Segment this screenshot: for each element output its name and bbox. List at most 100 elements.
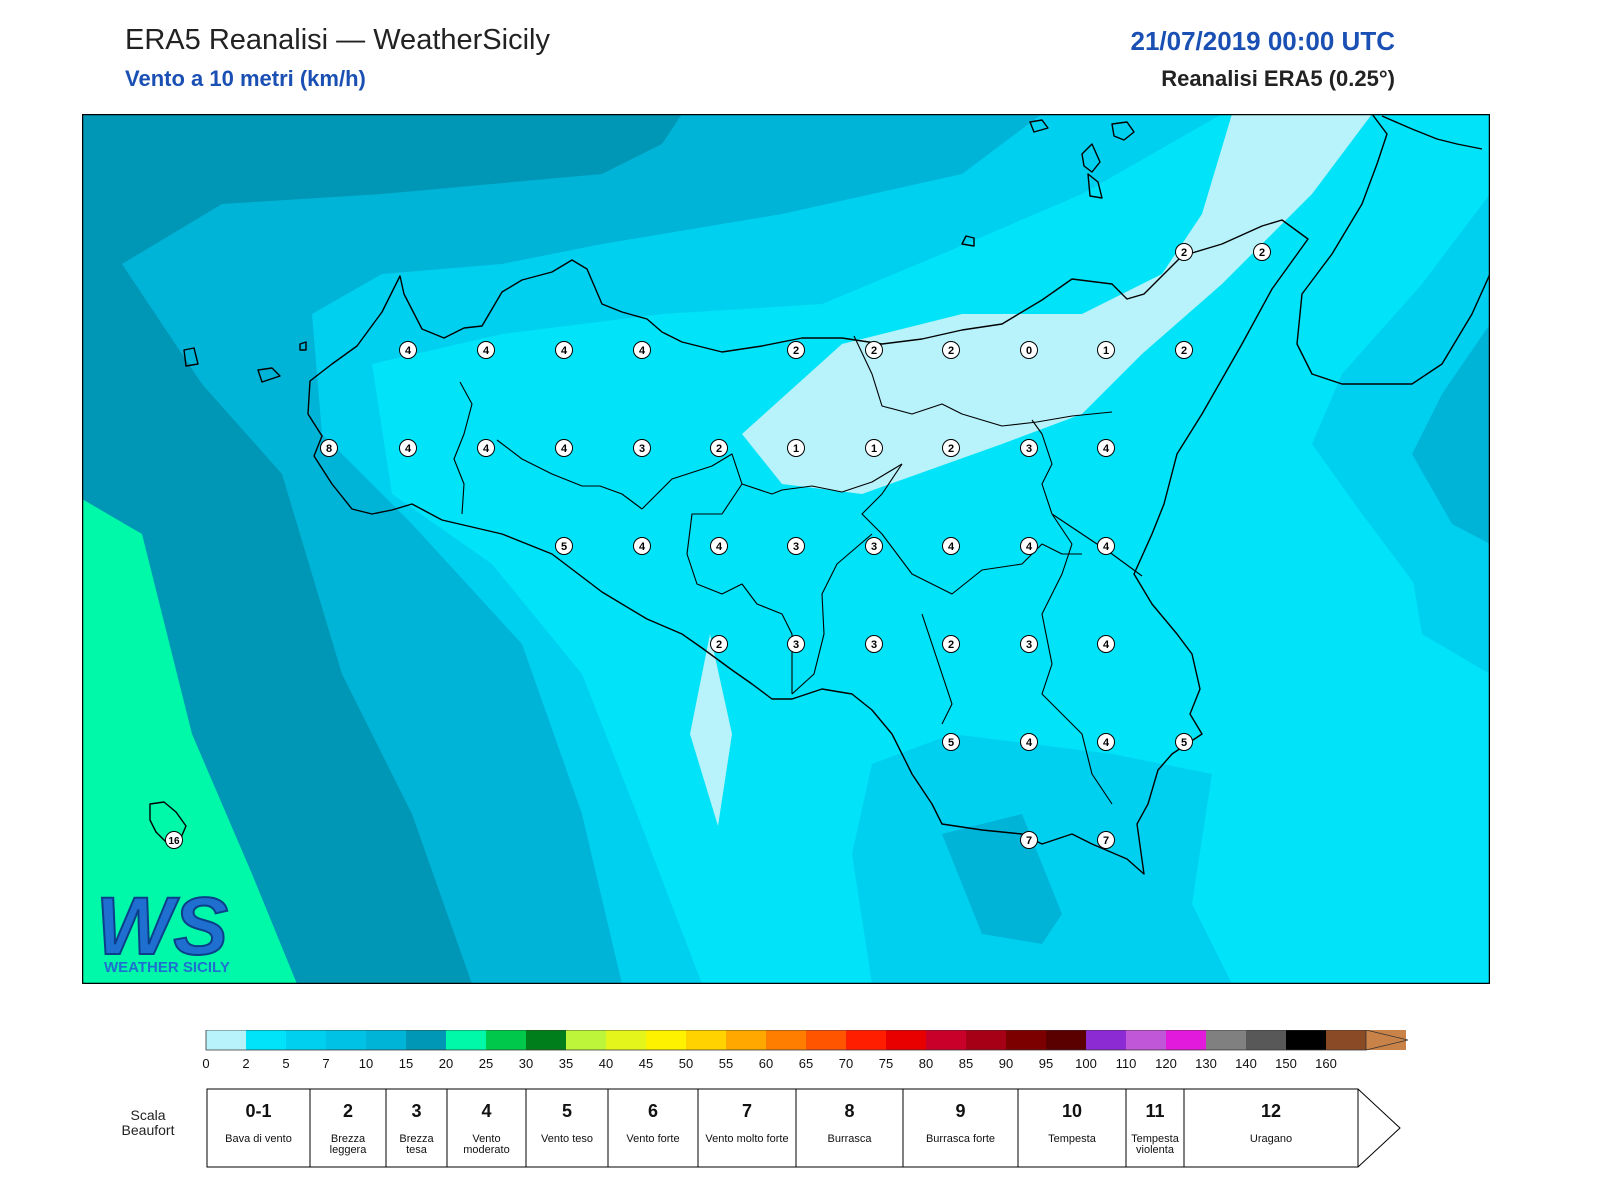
wind-marker-circle (633, 537, 651, 555)
wind-value-label: 4 (1103, 541, 1110, 553)
colorbar-swatch (286, 1030, 326, 1050)
wind-marker: 2 (942, 439, 960, 457)
colorbar-swatch (966, 1030, 1006, 1050)
wind-value-label: 2 (1181, 247, 1187, 259)
wind-marker: 7 (1020, 831, 1038, 849)
colorbar-tick-label: 45 (639, 1056, 653, 1071)
wind-value-label: 4 (639, 345, 646, 357)
colorbar: 0 2 5 7 10 15 20 25 30 35 40 45 50 55 60 65 70 75 80 85 90 95… (202, 1030, 1409, 1071)
wind-value-label: 2 (948, 345, 954, 357)
wind-value-label: 4 (483, 345, 490, 357)
colorbar-tick-label: 30 (519, 1056, 533, 1071)
beaufort-number: 12 (1260, 1101, 1282, 1121)
colorbar-swatch (446, 1030, 486, 1050)
wind-marker-circle (1020, 439, 1038, 457)
colorbar-swatch (366, 1030, 406, 1050)
wind-value-label: 1 (871, 443, 877, 455)
beaufort-description: Vento moderato (463, 1133, 510, 1156)
logo-text: WEATHER SICILY (104, 959, 230, 976)
beaufort-description: Vento molto forte (705, 1133, 789, 1145)
wind-marker-circle (1097, 733, 1115, 751)
colorbar-tick-label: 140 (1235, 1056, 1257, 1071)
colorbar-tick-label: 7 (322, 1056, 329, 1071)
colorbar-tick-label: 70 (839, 1056, 853, 1071)
colorbar-swatch (1046, 1030, 1086, 1050)
beaufort-number: 8 (844, 1101, 855, 1121)
wind-marker-circle (1097, 635, 1115, 653)
colorbar-swatch (566, 1030, 606, 1050)
colorbar-swatch (486, 1030, 526, 1050)
wind-value-label: 5 (561, 541, 567, 553)
wind-value-label: 3 (639, 443, 645, 455)
colorbar-swatch (1246, 1030, 1286, 1050)
wind-marker: 4 (942, 537, 960, 555)
colorbar-arrow (1365, 1030, 1409, 1051)
wind-marker: 0 (1020, 341, 1038, 359)
wind-marker: 4 (710, 537, 728, 555)
beaufort-description: Bava di vento (225, 1133, 292, 1145)
wind-value-markers: 4 4 4 4 2 2 2 0 1 28 4 4 4 3 2 1 1 2 3 45 4 4 3 3 4 4 42 3 3 2 3 45 4 4 57… (165, 243, 1271, 849)
colorbar-swatch (846, 1030, 886, 1050)
beaufort-description: Burrasca (827, 1133, 872, 1145)
wind-value-label: 5 (1181, 737, 1187, 749)
wind-marker: 2 (710, 439, 728, 457)
colorbar-swatch (1006, 1030, 1046, 1050)
wind-marker: 1 (787, 439, 805, 457)
wind-marker: 1 (865, 439, 883, 457)
wind-value-label: 3 (1026, 639, 1032, 651)
wind-value-label: 4 (1103, 737, 1110, 749)
wind-value-label: 4 (1103, 443, 1110, 455)
colorbar-swatch (926, 1030, 966, 1050)
wind-marker: 3 (865, 537, 883, 555)
colorbar-tick-label: 85 (959, 1056, 973, 1071)
wind-marker: 2 (865, 341, 883, 359)
colorbar-swatch (1126, 1030, 1166, 1050)
wind-marker-circle (787, 439, 805, 457)
beaufort-description: Tempesta (1048, 1133, 1096, 1145)
wind-marker: 3 (865, 635, 883, 653)
aeolian-island (1087, 173, 1103, 199)
wind-marker: 4 (1020, 733, 1038, 751)
wind-value-label: 4 (405, 345, 412, 357)
valid-datetime: 21/07/2019 00:00 UTC (1130, 26, 1395, 56)
wind-value-label: 16 (168, 836, 180, 847)
beaufort-number: 7 (741, 1101, 752, 1121)
wind-marker: 4 (633, 537, 651, 555)
colorbar-tick-label: 35 (559, 1056, 573, 1071)
wind-marker-circle (555, 537, 573, 555)
colorbar-tick-label: 75 (879, 1056, 893, 1071)
wind-marker: 3 (787, 635, 805, 653)
wind-marker: 16 (165, 831, 183, 849)
calabria-north-coast (1381, 115, 1483, 150)
wind-map: 4 4 4 4 2 2 2 0 1 28 4 4 4 3 2 1 1 2 3 45 4 4 3 3 4 4 42 3 3 2 3 45 4 4 57… (82, 114, 1490, 984)
wind-marker-circle (942, 635, 960, 653)
wind-speed-fill (82, 114, 1490, 984)
wind-value-label: 3 (1026, 443, 1032, 455)
wind-marker: 2 (1253, 243, 1271, 261)
colorbar-swatch (326, 1030, 366, 1050)
beaufort-number: 9 (955, 1101, 966, 1121)
wind-value-label: 7 (1103, 835, 1109, 847)
colorbar-tick-label: 25 (479, 1056, 493, 1071)
wind-marker: 4 (1097, 439, 1115, 457)
wind-marker-circle (1097, 341, 1115, 359)
wind-marker: 4 (399, 439, 417, 457)
colorbar-swatch (1086, 1030, 1126, 1050)
wind-marker: 3 (1020, 635, 1038, 653)
wind-marker: 5 (555, 537, 573, 555)
wind-marker-circle (555, 439, 573, 457)
wind-marker: 3 (1020, 439, 1038, 457)
wind-marker-circle (787, 635, 805, 653)
wind-value-label: 3 (871, 541, 877, 553)
wind-marker-circle (165, 831, 183, 849)
beaufort-number: 6 (647, 1101, 658, 1121)
map-subtitle: Vento a 10 metri (km/h) (125, 66, 366, 91)
colorbar-swatch (526, 1030, 566, 1050)
wind-marker: 3 (633, 439, 651, 457)
wind-marker-circle (787, 341, 805, 359)
wind-marker-circle (555, 341, 573, 359)
colorbar-tick-label: 0 (202, 1056, 209, 1071)
wind-value-label: 4 (1026, 737, 1033, 749)
wind-value-label: 1 (793, 443, 799, 455)
wind-marker-circle (1175, 341, 1193, 359)
